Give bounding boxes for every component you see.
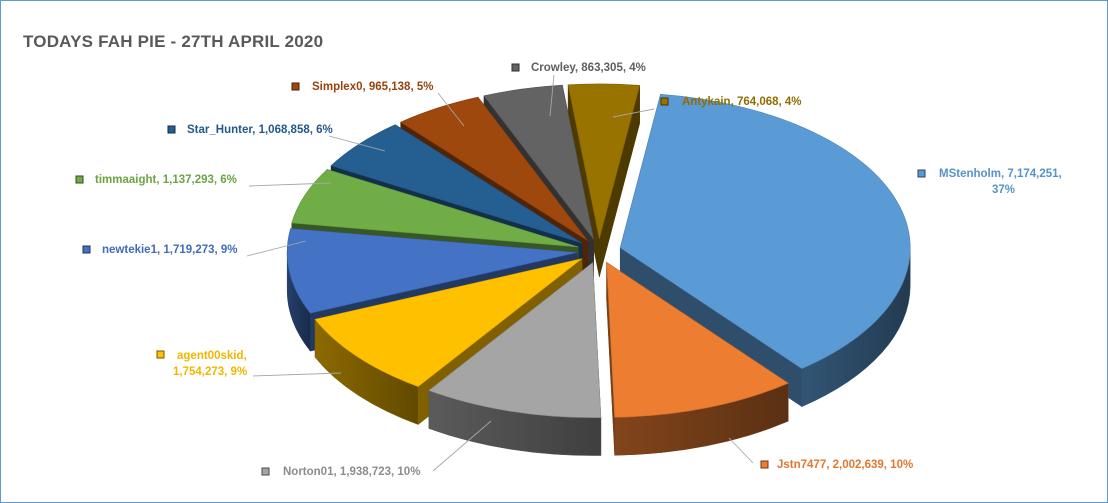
data-label-norton01: Norton01, 1,938,723, 10% bbox=[261, 420, 492, 478]
data-label-text: Simplex0, 965,138, 5% bbox=[312, 81, 433, 93]
leader-line bbox=[246, 240, 307, 257]
data-label-mstenholm: MStenholm, 7,174,251, 37% bbox=[917, 168, 1062, 196]
leader-line bbox=[252, 372, 342, 377]
data-label-text: newtekie1, 1,719,273, 9% bbox=[102, 244, 238, 256]
legend-key bbox=[660, 97, 669, 106]
data-label-text: Norton01, 1,938,723, 10% bbox=[283, 466, 420, 478]
pie-slice-jstn7477 bbox=[606, 261, 789, 456]
data-label-text: Antykain, 764,068, 4% bbox=[682, 96, 802, 108]
data-label-text: Crowley, 863,305, 4% bbox=[531, 62, 646, 74]
leader-line bbox=[432, 420, 492, 472]
legend-key bbox=[760, 460, 769, 469]
leader-line bbox=[248, 182, 332, 187]
data-label-antykain: Antykain, 764,068, 4% bbox=[612, 96, 802, 118]
legend-key bbox=[156, 350, 165, 359]
legend-key bbox=[82, 245, 91, 254]
legend-key bbox=[167, 125, 176, 134]
legend-key bbox=[261, 467, 270, 476]
data-label-jstn7477: Jstn7477, 2,002,639, 10% bbox=[728, 437, 913, 471]
data-label-text: Star_Hunter, 1,068,858, 6% bbox=[187, 124, 333, 136]
data-label-crowley: Crowley, 863,305, 4% bbox=[511, 62, 646, 117]
legend-key bbox=[291, 82, 300, 91]
pie-slice-norton01 bbox=[428, 262, 602, 456]
data-label-text: timmaaight, 1,137,293, 6% bbox=[95, 174, 237, 186]
data-label-star-hunter: Star_Hunter, 1,068,858, 6% bbox=[167, 124, 386, 152]
data-label-text: 37% bbox=[992, 184, 1015, 196]
leader-line bbox=[612, 108, 655, 118]
data-label-text: Jstn7477, 2,002,639, 10% bbox=[777, 459, 913, 471]
legend-key bbox=[75, 175, 84, 184]
data-label-text: agent00skid, bbox=[177, 350, 247, 362]
data-label-agent00skid: agent00skid, 1,754,273, 9% bbox=[156, 350, 342, 378]
leader-line bbox=[728, 437, 754, 464]
data-label-text: MStenholm, 7,174,251, bbox=[939, 168, 1062, 180]
legend-key bbox=[511, 63, 520, 72]
data-label-timmaaight: timmaaight, 1,137,293, 6% bbox=[75, 174, 332, 187]
data-label-text: 1,754,273, 9% bbox=[173, 366, 247, 378]
leader-line bbox=[328, 135, 386, 152]
leader-line bbox=[549, 74, 555, 117]
data-label-newtekie1: newtekie1, 1,719,273, 9% bbox=[82, 240, 307, 257]
data-label-simplex0: Simplex0, 965,138, 5% bbox=[291, 81, 465, 127]
chart-title: TODAYS FAH PIE - 27TH APRIL 2020 bbox=[23, 32, 324, 51]
leader-line bbox=[437, 92, 465, 127]
legend-key bbox=[917, 169, 926, 178]
